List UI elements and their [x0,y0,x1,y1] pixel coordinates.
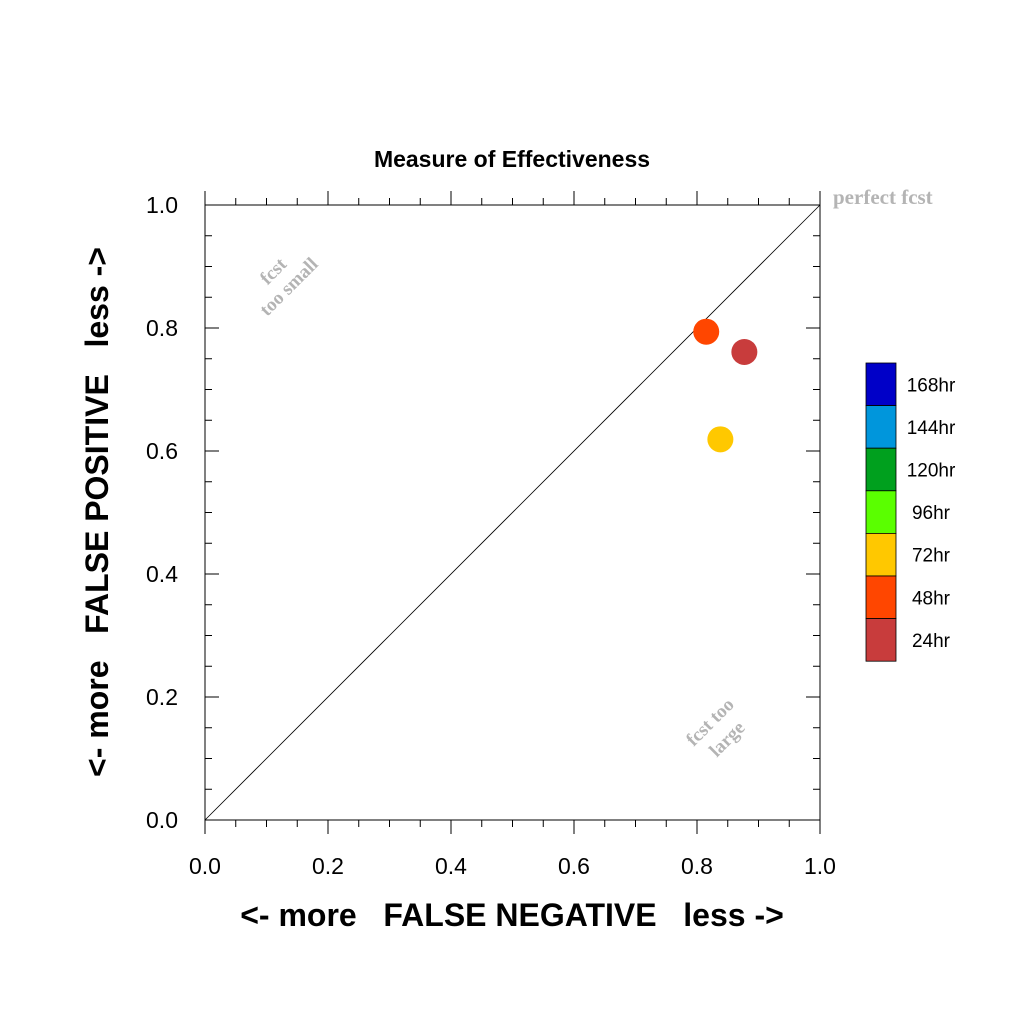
data-point-24hr [731,338,758,365]
chart-title: Measure of Effectiveness [374,146,650,172]
legend-swatch-24hr [865,618,897,662]
legend-swatch-120hr [865,447,897,492]
x-tick-label: 0.4 [435,853,467,879]
legend-swatch-144hr [865,405,897,449]
y-tick-label: 0.4 [146,561,178,587]
diagonal-reference-line [204,204,821,821]
y-tick-label: 0.6 [146,438,178,464]
legend-label: 96hr [912,503,951,524]
legend: 168hr 144hr 120hr 96hr 72hr 48hr 24hr [865,362,956,662]
y-tick-label: 0.0 [146,807,178,833]
x-tick-label: 1.0 [804,853,836,879]
x-tick-label: 0.2 [312,853,344,879]
data-point-48hr [693,318,720,345]
legend-label: 144hr [907,418,956,439]
legend-label: 120hr [907,461,956,482]
legend-swatch-96hr [865,490,897,534]
data-points [693,318,758,453]
x-tick-label: 0.0 [189,853,221,879]
x-axis-label: <- more FALSE NEGATIVE less -> [240,897,784,933]
x-tick-label: 0.8 [681,853,713,879]
data-point-72hr [707,426,734,453]
y-tick-label: 0.2 [146,684,178,710]
legend-swatch-48hr [865,575,897,619]
legend-swatch-168hr [865,362,897,406]
x-tick-label: 0.6 [558,853,590,879]
perfect-forecast-note: perfect fcst [833,185,933,209]
plot-axes: 0.0 0.2 0.4 0.6 0.8 1.0 0.0 0.2 0.4 0.6 0.8 1.0 [146,191,836,879]
y-tick-label: 1.0 [146,192,178,218]
legend-label: 168hr [907,375,956,396]
y-axis-label: <- more FALSE POSITIVE less -> [79,247,115,777]
legend-label: 24hr [912,631,951,652]
legend-label: 72hr [912,546,951,567]
legend-swatch-72hr [865,533,897,577]
legend-label: 48hr [912,588,951,609]
y-tick-label: 0.8 [146,315,178,341]
